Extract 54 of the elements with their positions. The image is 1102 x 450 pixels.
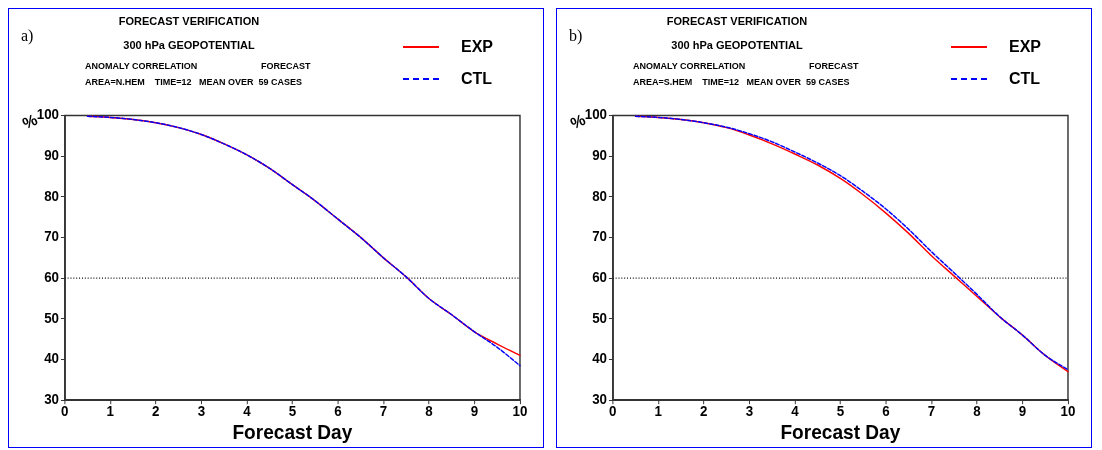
text: ANOMALY CORRELATION [85,61,198,71]
y-tick-label: 30 [592,391,608,408]
y-tick-label: 60 [44,269,60,286]
text: a) [21,27,34,45]
text: AREA=N.HEM TIME=12 MEAN OVER 59 CASES [85,77,303,87]
x-tick-label: 7 [379,404,388,420]
x-tick-label: 1 [654,404,663,420]
chart-subtitle: 300 hPa GEOPOTENTIAL [671,39,803,51]
text: FORECAST [809,61,859,71]
y-tick-label: 50 [592,310,608,326]
x-tick-label: 5 [836,404,845,420]
y-tick-label: 40 [44,351,60,367]
x-tick-label: 3 [745,404,754,420]
y-tick-label: 80 [592,188,608,204]
y-tick-label: 60 [592,269,608,286]
x-tick-label: 4 [791,404,799,420]
text: FORECAST [261,61,311,71]
y-tick-label: 70 [592,229,608,245]
legend-label: CTL [460,70,493,88]
x-tick-label: 2 [152,404,160,420]
x-tick-label: 0 [61,404,69,420]
y-tick-label: 50 [44,310,60,326]
text: b) [569,27,583,45]
x-tick-label: 9 [1018,404,1027,420]
x-tick-label: 6 [334,404,342,420]
chart-subtitle: 300 hPa GEOPOTENTIAL [123,39,255,51]
text: ANOMALY CORRELATION [633,61,746,71]
x-tick-label: 1 [106,404,115,420]
legend-label: CTL [1008,70,1041,88]
legend-label: EXP [1008,38,1041,56]
x-tick-label: 2 [700,404,708,420]
x-tick-label: 3 [197,404,206,420]
y-tick-label: 80 [44,188,60,204]
y-tick-label: 30 [44,391,60,408]
chart-title: FORECAST VERIFICATION [665,15,809,27]
y-tick-label: 90 [592,147,608,164]
x-axis-title: Forecast Day [780,420,901,443]
chart-title: FORECAST VERIFICATION [117,15,261,27]
x-axis-title: Forecast Day [232,420,353,443]
text: AREA=S.HEM TIME=12 MEAN OVER 59 CASES [633,77,850,87]
x-tick-label: 7 [927,404,936,420]
y-tick-label: 70 [44,229,60,245]
y-tick-label: 40 [592,351,608,367]
x-tick-label: 8 [973,404,982,420]
x-tick-label: 10 [512,404,528,420]
y-tick-label: 90 [44,147,60,164]
legend-label: EXP [460,38,493,56]
x-tick-label: 6 [882,404,890,420]
x-tick-label: 8 [425,404,434,420]
x-tick-label: 10 [1060,404,1076,420]
x-tick-label: 4 [243,404,251,420]
x-tick-label: 5 [288,404,297,420]
x-tick-label: 9 [470,404,479,420]
x-tick-label: 0 [609,404,617,420]
